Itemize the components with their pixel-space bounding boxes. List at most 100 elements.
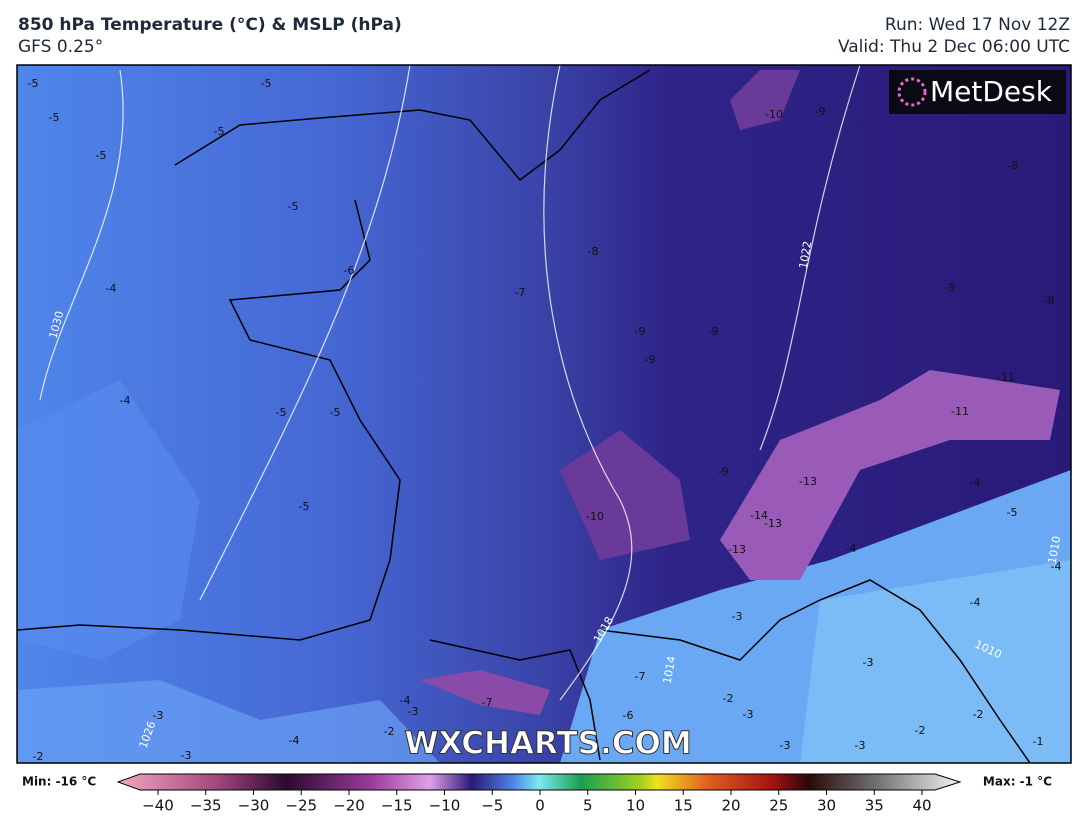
temperature-label: -2	[973, 708, 984, 721]
cold-zone	[560, 430, 690, 560]
valid-time: Valid: Thu 2 Dec 06:00 UTC	[838, 37, 1070, 57]
min-label: Min: -16 °C	[22, 775, 96, 789]
temperature-label: -5	[96, 149, 107, 162]
warm-zone	[17, 380, 200, 660]
temperature-label: -5	[1007, 506, 1018, 519]
temperature-label: -3	[780, 739, 791, 752]
temperature-label: -9	[635, 325, 646, 338]
colorbar-tick-label: −10	[429, 797, 461, 815]
cold-zone	[420, 670, 550, 715]
colorbar-tick-label: −35	[190, 797, 222, 815]
warm-zone	[17, 680, 440, 763]
temperature-label: -6	[344, 264, 355, 277]
temperature-label: -2	[723, 692, 734, 705]
temperature-label: -1	[1033, 735, 1044, 748]
colorbar-tick-label: 40	[912, 797, 931, 815]
coastline	[429, 639, 601, 761]
temperature-label: -5	[261, 77, 272, 90]
temperature-label: -4	[106, 282, 117, 295]
max-label: Max: -1 °C	[983, 775, 1052, 789]
temperature-label: -4	[400, 694, 411, 707]
temperature-label: -9	[945, 281, 956, 294]
temperature-label: -3	[855, 739, 866, 752]
temperature-label: -2	[384, 725, 395, 738]
map-frame	[16, 64, 1072, 764]
temperature-label: -8	[588, 245, 599, 258]
temperature-label: -7	[515, 286, 526, 299]
temperature-label: -4	[970, 476, 981, 489]
cold-zone	[730, 70, 800, 130]
temperature-label: -13	[799, 475, 817, 488]
colorbar-tick-label: −30	[238, 797, 270, 815]
temperature-label: -5	[276, 406, 287, 419]
isobar	[39, 64, 861, 701]
temperature-label: -10	[586, 510, 604, 523]
temperature-label: -9	[815, 105, 826, 118]
colorbar	[116, 773, 962, 791]
coastline	[599, 579, 1031, 764]
model: GFS 0.25°	[18, 37, 103, 57]
logo-text: MetDesk	[930, 75, 1053, 108]
temperature-label: -14	[750, 509, 768, 522]
temperature-label: -9	[708, 325, 719, 338]
colorbar-tick-label: −25	[285, 797, 317, 815]
colorbar-tick-label: −5	[481, 797, 503, 815]
temperature-label: -7	[635, 670, 646, 683]
temperature-label: -4	[970, 596, 981, 609]
run-time: Run: Wed 17 Nov 12Z	[885, 15, 1070, 35]
temperature-label: -4	[289, 734, 300, 747]
temperature-label: -3	[153, 709, 164, 722]
title: 850 hPa Temperature (°C) & MSLP (hPa)	[18, 15, 402, 35]
temperature-label: -5	[299, 500, 310, 513]
colorbar-tick-label: 0	[535, 797, 545, 815]
temperature-label: -7	[482, 696, 493, 709]
temperature-label: -8	[1044, 294, 1055, 307]
temperature-label: -5	[288, 200, 299, 213]
colorbar-tick-label: 10	[626, 797, 645, 815]
temperature-label: -4	[120, 394, 131, 407]
colorbar-tick-label: 35	[865, 797, 884, 815]
temperature-label: -3	[743, 708, 754, 721]
temperature-label: -3	[863, 656, 874, 669]
logo-icon	[897, 77, 927, 107]
coastline	[174, 69, 651, 182]
temperature-label: -3	[181, 749, 192, 762]
colorbar-tick-label: 5	[583, 797, 593, 815]
temperature-label: -5	[330, 406, 341, 419]
temperature-label: -4	[1051, 560, 1062, 573]
temperature-label: -5	[214, 125, 225, 138]
colorbar-tick-label: −20	[333, 797, 365, 815]
temperature-label: -13	[728, 543, 746, 556]
isobar-label: 1022	[797, 240, 815, 270]
logo-box	[889, 70, 1066, 114]
watermark: WXCHARTS.COM	[404, 726, 691, 762]
cold-zone	[720, 370, 1060, 580]
temperature-label: -8	[1008, 159, 1019, 172]
temperature-label: -5	[28, 77, 39, 90]
temperature-label: -2	[33, 750, 44, 763]
colorbar-tick-label: −40	[142, 797, 174, 815]
temperature-label: -11	[997, 371, 1015, 384]
colorbar-tick-label: 20	[721, 797, 740, 815]
colorbar-tick-label: 15	[674, 797, 693, 815]
temperature-label: -13	[764, 517, 782, 530]
temperature-label: -5	[49, 111, 60, 124]
temperature-label: -2	[915, 724, 926, 737]
temperature-label: -6	[623, 709, 634, 722]
colorbar-tick-label: −15	[381, 797, 413, 815]
temperature-label: -3	[732, 610, 743, 623]
isobar-label: 1010	[1046, 535, 1064, 565]
map: MetDesk WXCHARTS.COM	[16, 64, 1072, 764]
coastline	[16, 199, 401, 641]
colorbar-tick-label: 25	[769, 797, 788, 815]
colorbar-tick-label: 30	[817, 797, 836, 815]
temperature-label: -9	[645, 353, 656, 366]
temperature-label: -4	[846, 542, 857, 555]
temperature-label: -3	[408, 705, 419, 718]
warm-zone	[800, 560, 1071, 763]
temperature-label: -10	[765, 108, 783, 121]
temperature-label: -9	[718, 465, 729, 478]
temperature-label: -11	[951, 405, 969, 418]
